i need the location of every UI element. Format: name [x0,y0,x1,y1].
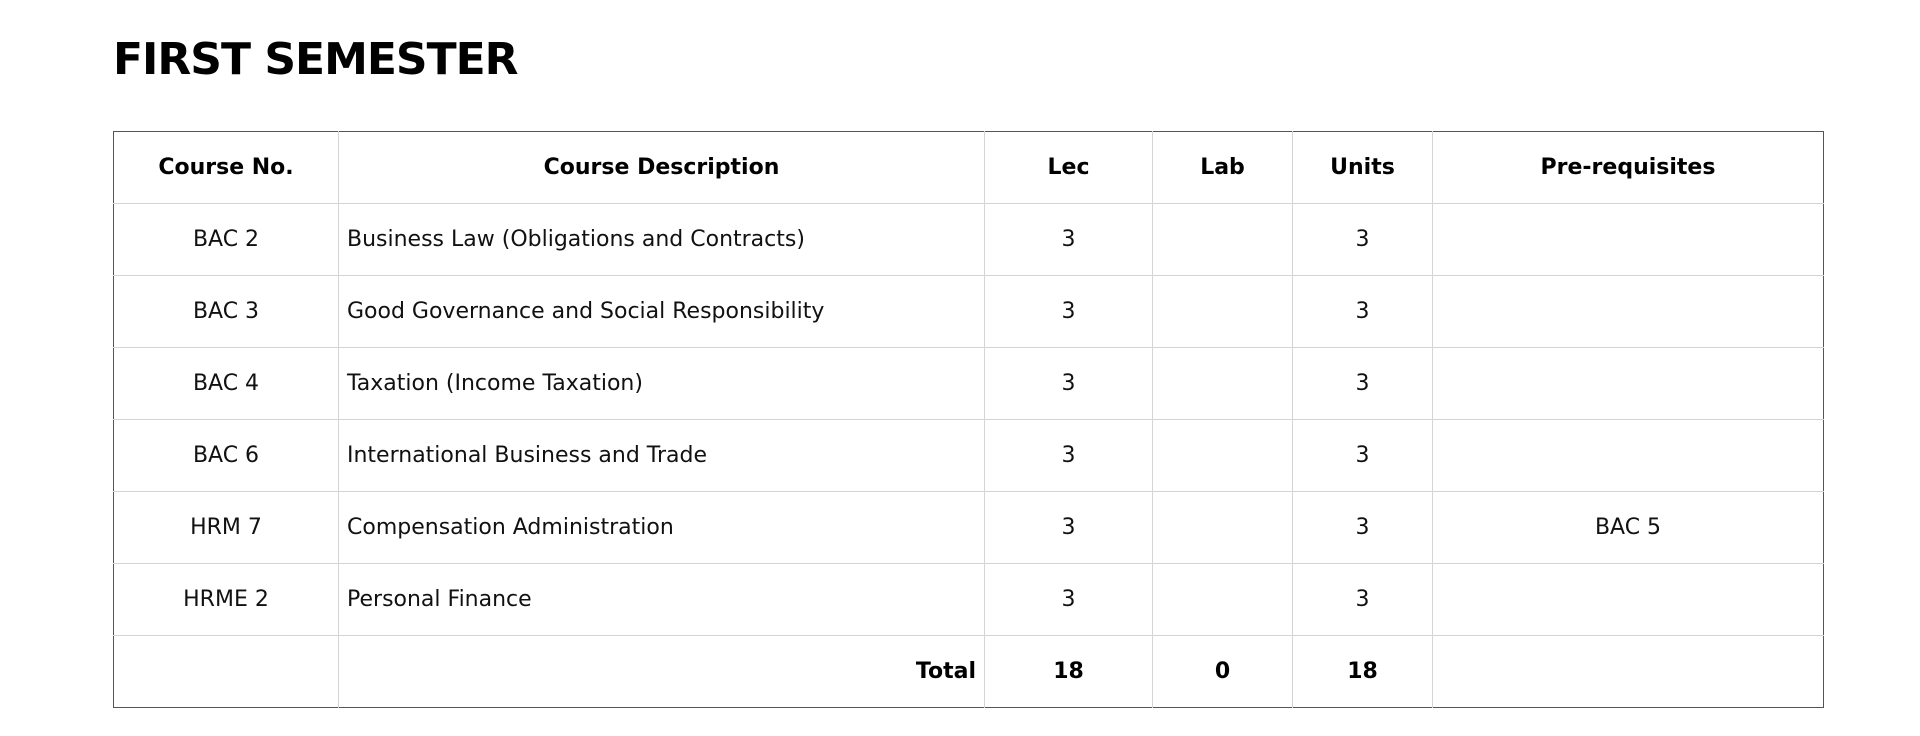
course-description-cell: Personal Finance [338,563,985,636]
course-no-cell: BAC 6 [113,419,339,492]
table-row: HRME 2 Personal Finance 3 3 [113,563,1824,636]
lab-cell [1152,347,1293,420]
header-course-no: Course No. [113,131,339,204]
course-no-cell: HRM 7 [113,491,339,564]
total-label: Total [338,635,985,708]
course-no-cell: BAC 2 [113,203,339,276]
table-row: BAC 6 International Business and Trade 3… [113,419,1824,492]
header-units: Units [1292,131,1433,204]
course-no-cell: HRME 2 [113,563,339,636]
lab-cell [1152,491,1293,564]
header-prerequisites: Pre-requisites [1432,131,1824,204]
header-lec: Lec [984,131,1153,204]
course-table: Course No. Course Description Lec Lab Un… [113,131,1824,708]
prerequisites-cell [1432,275,1824,348]
course-description-cell: Business Law (Obligations and Contracts) [338,203,985,276]
table-row: BAC 2 Business Law (Obligations and Cont… [113,203,1824,276]
lec-cell: 3 [984,419,1153,492]
lec-cell: 3 [984,275,1153,348]
course-no-cell: BAC 3 [113,275,339,348]
course-description-cell: Taxation (Income Taxation) [338,347,985,420]
prerequisites-cell: BAC 5 [1432,491,1824,564]
lab-cell [1152,275,1293,348]
units-cell: 3 [1292,563,1433,636]
table-row: BAC 4 Taxation (Income Taxation) 3 3 [113,347,1824,420]
units-cell: 3 [1292,419,1433,492]
units-cell: 3 [1292,347,1433,420]
units-cell: 3 [1292,275,1433,348]
lab-cell [1152,419,1293,492]
prerequisites-cell [1432,347,1824,420]
total-lab: 0 [1152,635,1293,708]
prerequisites-cell [1432,563,1824,636]
table-row: BAC 3 Good Governance and Social Respons… [113,275,1824,348]
total-empty-cell [113,635,339,708]
header-course-description: Course Description [338,131,985,204]
prerequisites-cell [1432,419,1824,492]
header-lab: Lab [1152,131,1293,204]
lec-cell: 3 [984,491,1153,564]
total-prereq-empty-cell [1433,636,1824,708]
lec-cell: 3 [984,563,1153,636]
total-row: Total 18 0 18 [113,635,1824,708]
lec-cell: 3 [984,203,1153,276]
course-description-cell: International Business and Trade [338,419,985,492]
lab-cell [1152,203,1293,276]
units-cell: 3 [1292,203,1433,276]
course-description-cell: Good Governance and Social Responsibilit… [338,275,985,348]
header-row: Course No. Course Description Lec Lab Un… [113,131,1824,204]
total-lec: 18 [984,635,1153,708]
table-row: HRM 7 Compensation Administration 3 3 BA… [113,491,1824,564]
units-cell: 3 [1292,491,1433,564]
lec-cell: 3 [984,347,1153,420]
lab-cell [1152,563,1293,636]
course-no-cell: BAC 4 [113,347,339,420]
prerequisites-cell [1432,203,1824,276]
page-title: FIRST SEMESTER [113,34,519,85]
total-units: 18 [1292,635,1433,708]
course-description-cell: Compensation Administration [338,491,985,564]
